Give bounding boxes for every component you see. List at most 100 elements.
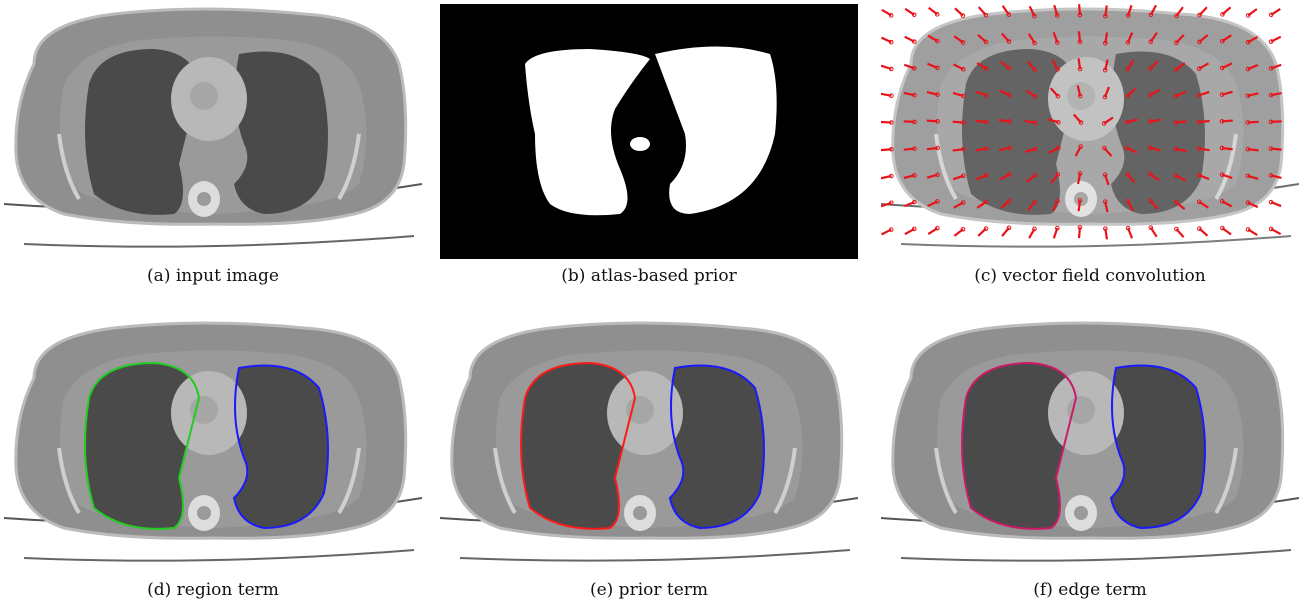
- vector-arrow-head: [1103, 13, 1108, 19]
- vector-arrow-head: [1054, 225, 1060, 231]
- vector-arrow-head: [1147, 145, 1153, 151]
- vector-arrow-head: [1197, 39, 1202, 45]
- prior-term-image: [440, 318, 858, 573]
- edge-term-image: [881, 318, 1299, 573]
- vector-arrow-head: [984, 119, 989, 125]
- vector-arrow-head: [1196, 119, 1202, 125]
- vector-arrow-head: [1077, 66, 1083, 72]
- caption-b: (b) atlas-based prior: [561, 266, 737, 286]
- vector-arrow-head: [983, 12, 989, 18]
- vector-arrow-head: [911, 12, 917, 18]
- vector-arrow-head: [1174, 226, 1179, 232]
- vector-arrow-head: [1006, 198, 1012, 204]
- vector-arrow-head: [1245, 66, 1251, 72]
- vector-arrow-head: [1173, 93, 1179, 99]
- vector-arrow-head: [889, 66, 894, 72]
- vector-arrow-head: [1102, 199, 1108, 204]
- vector-arrow-head: [1032, 13, 1037, 19]
- caption-a: (a) input image: [147, 266, 279, 286]
- vector-arrow-head: [1078, 144, 1083, 149]
- vector-arrow-head: [935, 65, 940, 71]
- vector-arrow-head: [935, 225, 940, 231]
- vector-arrow-head: [935, 119, 940, 124]
- vector-arrow-head: [1173, 146, 1179, 152]
- vector-arrow-head: [1103, 40, 1108, 46]
- vector-arrow-head: [1055, 40, 1060, 45]
- vector-arrow-head: [1245, 200, 1251, 205]
- vector-arrow-head: [935, 199, 940, 204]
- vector-arrow-head: [1125, 67, 1131, 72]
- vector-arrow-head: [984, 172, 989, 178]
- vector-arrow-head: [1268, 146, 1274, 151]
- vector-arrow-head: [1173, 67, 1179, 72]
- vector-arrow-head: [889, 173, 894, 179]
- vector-arrow-head: [889, 146, 894, 152]
- vector-arrow-head: [1125, 198, 1131, 204]
- vector-arrow-head: [1056, 145, 1061, 151]
- vector-arrow-head: [912, 199, 917, 205]
- vector-arrow-head: [1268, 119, 1274, 125]
- ct-scan-image: [4, 4, 422, 259]
- vector-arrow-head: [960, 200, 966, 205]
- vector-arrow-head: [1103, 226, 1108, 231]
- vector-arrow-head: [1245, 120, 1251, 125]
- vector-arrow-head: [1148, 12, 1154, 18]
- panel-vector-field: [881, 4, 1299, 259]
- vector-arrow-head: [1124, 119, 1130, 125]
- vector-arrow-head: [1032, 94, 1038, 99]
- caption-f: (f) edge term: [1033, 580, 1147, 600]
- vector-arrow-head: [960, 66, 966, 72]
- vector-arrow-head: [888, 13, 894, 18]
- vector-arrow-head: [1007, 145, 1012, 151]
- vector-arrow-head: [1055, 93, 1061, 99]
- vector-arrow-head: [1032, 173, 1038, 178]
- vector-arrow-head: [1219, 92, 1225, 97]
- vector-arrow-head: [1245, 39, 1251, 45]
- vector-arrow-head: [1220, 225, 1225, 231]
- vector-arrow-head: [1102, 145, 1107, 151]
- vector-arrow-head: [1006, 225, 1012, 231]
- vector-arrow-head: [1219, 172, 1225, 177]
- vector-arrow-head: [1102, 94, 1108, 100]
- vector-arrow-head: [1032, 226, 1037, 232]
- vector-arrow-head: [1268, 92, 1274, 98]
- vector-arrow-head: [1147, 92, 1153, 98]
- vector-arrow-head: [1007, 119, 1012, 124]
- vector-arrow-head: [1077, 171, 1083, 176]
- vector-arrow-head: [1268, 12, 1274, 18]
- vector-arrow-head: [1055, 172, 1061, 177]
- vector-arrow-head: [1077, 39, 1083, 45]
- panel-prior-term: [440, 318, 858, 573]
- vector-arrow-head: [1007, 172, 1012, 177]
- vector-arrow-head: [1077, 12, 1083, 18]
- vector-arrow-head: [888, 200, 894, 206]
- vector-arrow-head: [1125, 93, 1130, 99]
- vector-arrow-head: [935, 145, 940, 151]
- vector-arrow-head: [1006, 39, 1012, 44]
- vector-field-image: [881, 4, 1299, 259]
- vector-arrow-head: [983, 66, 989, 72]
- vector-arrow-head: [1055, 67, 1060, 72]
- caption-e: (e) prior term: [589, 580, 709, 600]
- vector-arrow-head: [984, 93, 989, 98]
- vector-arrow-head: [960, 13, 966, 18]
- vector-arrow-head: [1197, 12, 1202, 18]
- vector-arrow-head: [912, 119, 917, 125]
- vector-arrow-head: [1245, 93, 1251, 99]
- vector-arrow-head: [1124, 145, 1130, 151]
- vector-arrow-head: [1245, 227, 1251, 232]
- vector-arrow-head: [1268, 173, 1274, 178]
- panel-input-image: [4, 4, 422, 259]
- vector-arrow-head: [1219, 199, 1225, 204]
- vector-arrow-head: [961, 93, 966, 99]
- vector-arrow-head: [1102, 172, 1108, 177]
- vector-arrow-head: [983, 226, 989, 231]
- vector-arrow-head: [912, 66, 917, 71]
- panel-edge-term: [881, 318, 1299, 573]
- caption-d: (d) region term: [147, 580, 279, 600]
- vector-arrow-head: [1245, 146, 1251, 152]
- panel-region-term: [4, 318, 422, 573]
- vector-arrow-head: [1125, 13, 1131, 18]
- vector-arrow-head: [1196, 199, 1202, 205]
- vector-arrow-head: [889, 93, 894, 99]
